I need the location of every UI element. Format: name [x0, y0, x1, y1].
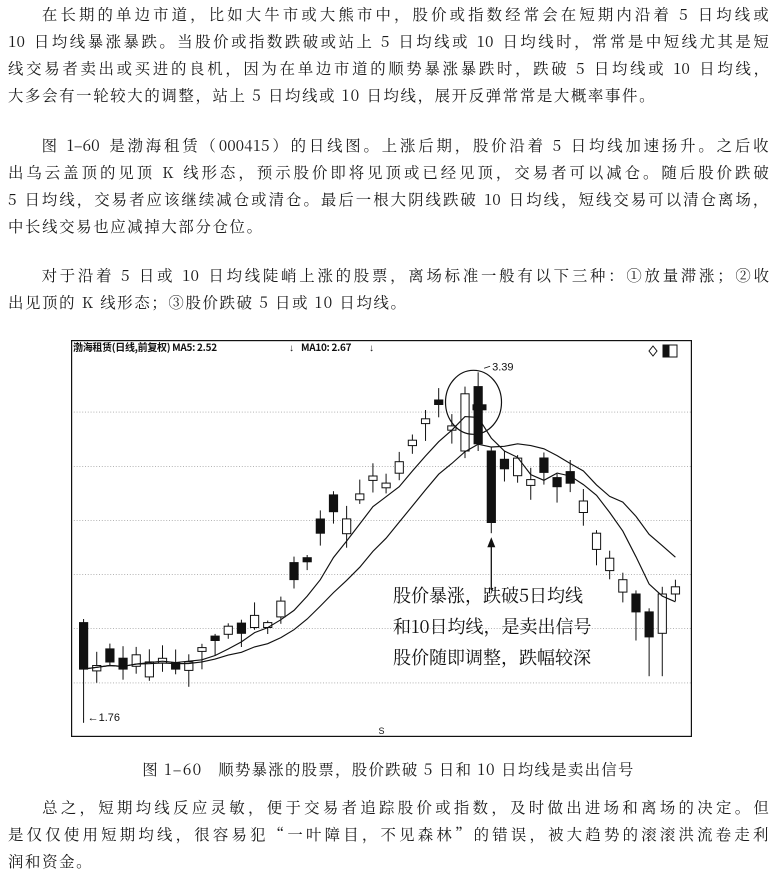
svg-text:和10日均线，是卖出信号: 和10日均线，是卖出信号	[393, 613, 592, 639]
svg-text:股价随即调整，跌幅较深: 股价随即调整，跌幅较深	[393, 644, 591, 670]
svg-text:S: S	[379, 726, 385, 736]
svg-text:↓: ↓	[369, 343, 374, 354]
svg-text:股价暴涨，跌破5日均线: 股价暴涨，跌破5日均线	[393, 582, 583, 608]
svg-text:MA10: 2.67: MA10: 2.67	[301, 340, 352, 354]
svg-text:↓: ↓	[289, 343, 294, 354]
svg-text:←1.76: ←1.76	[88, 712, 120, 724]
svg-text:3.39: 3.39	[492, 361, 513, 373]
svg-text:渤海租赁(日线,前复权) MA5: 2.52: 渤海租赁(日线,前复权) MA5: 2.52	[73, 340, 217, 354]
